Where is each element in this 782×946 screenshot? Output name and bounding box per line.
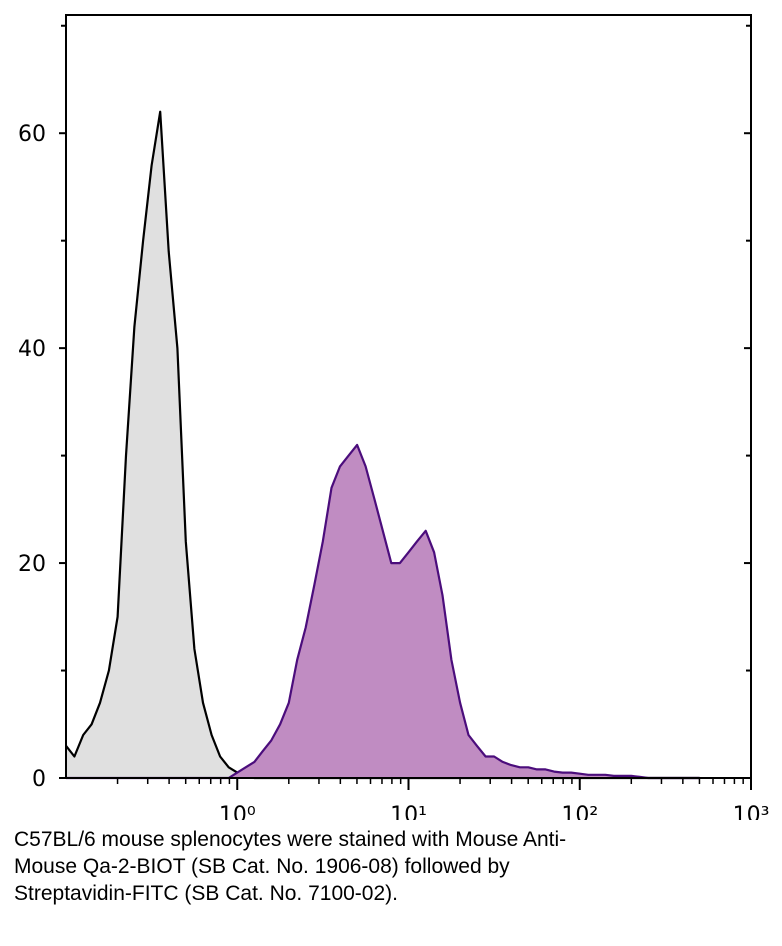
x-tick-label: 10³ (733, 803, 770, 820)
x-tick-label: 10⁰ (219, 803, 256, 820)
y-tick-label: 20 (18, 552, 46, 577)
x-tick-label: 10¹ (390, 803, 427, 820)
x-tick-label: 10² (561, 803, 598, 820)
caption-line: C57BL/6 mouse splenocytes were stained w… (14, 828, 567, 851)
chart: 0 20 40 60 10⁰ 10¹ 10² 10³ (18, 14, 770, 828)
y-tick-label: 60 (18, 122, 46, 147)
area-fill (66, 444, 700, 778)
y-tick-label: 0 (32, 767, 46, 792)
caption-line: Mouse Qa-2-BIOT (SB Cat. No. 1906-08) fo… (14, 855, 510, 878)
y-tick-label: 40 (18, 337, 46, 362)
area-fill (66, 111, 700, 778)
caption-line: Streptavidin-FITC (SB Cat. No. 7100-02). (14, 882, 398, 905)
caption: C57BL/6 mouse splenocytes were stained w… (14, 826, 566, 907)
